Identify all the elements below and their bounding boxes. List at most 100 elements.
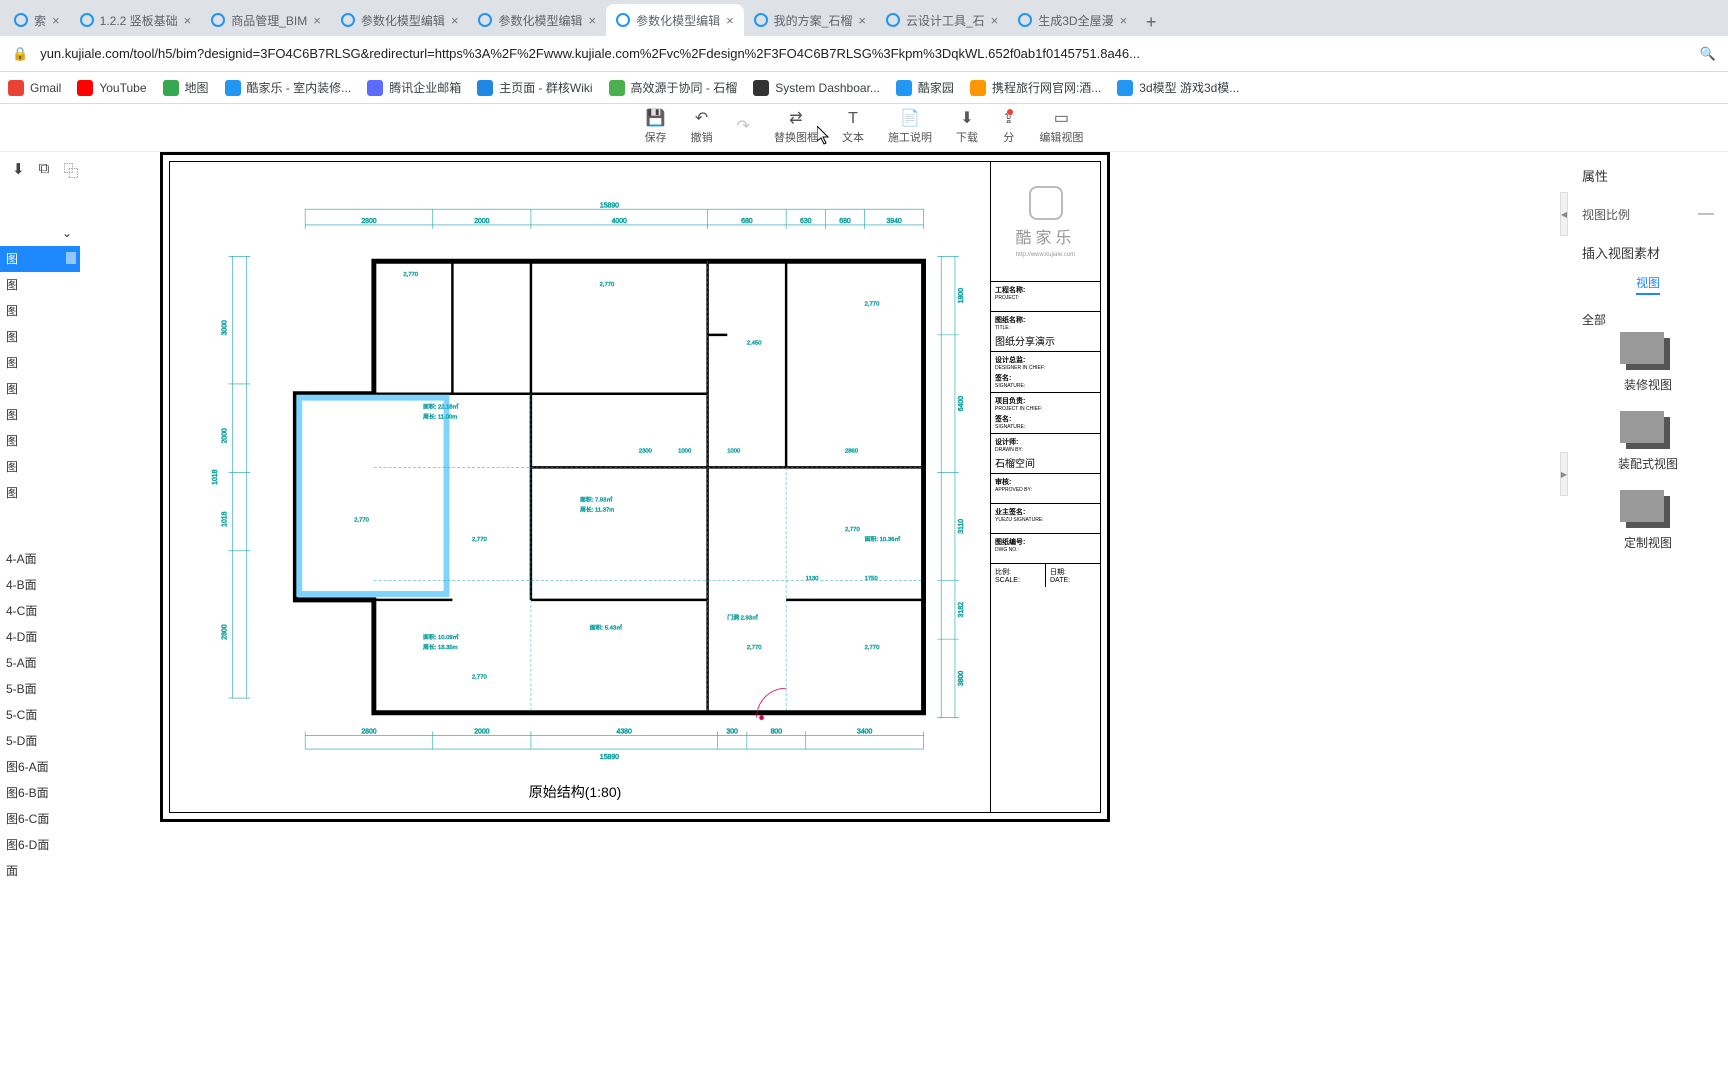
sheet-list-item[interactable]: 图 (0, 428, 80, 454)
bookmark-item[interactable]: 携程旅行网官网:酒... (970, 79, 1101, 96)
browser-tab[interactable]: 参数化模型编辑× (606, 4, 744, 36)
bookmark-item[interactable]: 酷家乐 - 室内装修... (225, 79, 352, 96)
browser-tab[interactable]: 1.2.2 竖板基础 × (70, 4, 202, 36)
bookmark-label: YouTube (99, 81, 146, 95)
close-icon[interactable]: × (991, 13, 999, 28)
close-icon[interactable]: × (451, 13, 459, 28)
svg-text:680: 680 (839, 218, 851, 225)
svg-text:1018: 1018 (212, 469, 219, 484)
toolbar-button[interactable]: 📄施工说明 (888, 111, 932, 145)
toolbar-button[interactable]: ⇪分 (1002, 111, 1015, 145)
svg-text:3940: 3940 (886, 218, 901, 225)
bookmark-item[interactable]: 酷家园 (896, 79, 954, 96)
favicon-icon (80, 13, 94, 27)
sheet-list-item[interactable]: 5-B面 (0, 676, 80, 702)
sheet-list-item[interactable]: 图 (0, 324, 80, 350)
sheet-list-item[interactable]: 图 (0, 480, 80, 506)
asset-item[interactable]: 装修视图 (1582, 338, 1714, 393)
tab-views[interactable]: 视图 (1636, 274, 1660, 295)
svg-text:3182: 3182 (958, 602, 965, 617)
minus-icon[interactable]: — (1698, 205, 1714, 223)
sheet-list-item[interactable]: 图6-B面 (0, 780, 80, 806)
bookmark-icon (1117, 80, 1133, 96)
sheet-list-item[interactable]: 4-A面 (0, 546, 80, 572)
sheet-list-item[interactable]: 图6-C面 (0, 806, 80, 832)
bookmark-label: 3d模型 游戏3d模... (1139, 79, 1239, 96)
sheet-list-item[interactable]: 面 (0, 858, 80, 884)
toolbar-button[interactable]: T文本 (842, 111, 864, 145)
browser-tab[interactable]: 商品管理_BIM× (201, 4, 331, 36)
close-icon[interactable]: × (52, 13, 60, 28)
download-icon[interactable]: ⬇ (12, 160, 25, 181)
new-tab-button[interactable]: + (1137, 8, 1165, 36)
copy-icon[interactable]: ⧉ (39, 160, 50, 181)
browser-tab[interactable]: 参数化模型编辑× (468, 4, 606, 36)
close-icon[interactable]: × (726, 13, 734, 28)
layers-icon[interactable]: ⿻ (63, 160, 78, 181)
svg-text:面积: 7.93㎡: 面积: 7.93㎡ (580, 496, 612, 504)
sheet-list-item[interactable]: 图 (0, 350, 80, 376)
bookmark-item[interactable]: Gmail (8, 80, 61, 96)
browser-tab[interactable]: 我的方案_石榴× (744, 4, 876, 36)
browser-tab[interactable]: 参数化模型编辑× (331, 4, 469, 36)
sheet-list-item[interactable]: 图 (0, 376, 80, 402)
svg-text:面积: 10.36㎡: 面积: 10.36㎡ (865, 535, 901, 543)
toolbar-button[interactable]: ▭编辑视图 (1039, 111, 1083, 145)
browser-tab[interactable]: 云设计工具_石× (876, 4, 1008, 36)
sheet-list-item[interactable]: 4-C面 (0, 598, 80, 624)
collapse-handle-2[interactable]: ▶ (1560, 452, 1568, 496)
toolbar-button[interactable]: ↷ (737, 119, 750, 137)
bookmark-item[interactable]: 3d模型 游戏3d模... (1117, 79, 1239, 96)
category-all[interactable]: 全部 (1582, 311, 1714, 328)
favicon-icon (341, 13, 355, 27)
sheet-list-item[interactable]: 4-D面 (0, 624, 80, 650)
bookmark-item[interactable]: YouTube (77, 80, 146, 96)
svg-text:面积: 5.43㎡: 面积: 5.43㎡ (590, 623, 622, 631)
close-icon[interactable]: × (184, 13, 192, 28)
svg-text:周长: 18.35m: 周长: 18.35m (423, 643, 458, 651)
bookmark-icon (970, 80, 986, 96)
bookmark-item[interactable]: 主页面 - 群核Wiki (477, 79, 592, 96)
toolbar-button[interactable]: ↶撤销 (691, 111, 713, 145)
collapse-handle[interactable]: ◀ (1560, 192, 1568, 236)
bookmark-icon (896, 80, 912, 96)
search-icon[interactable]: 🔍 (1700, 46, 1716, 62)
left-rail: ⬇ ⧉ ⿻ (12, 160, 78, 181)
sheet-list-item[interactable]: 图 (0, 246, 80, 272)
bookmark-item[interactable]: 腾讯企业邮箱 (367, 79, 461, 96)
toolbar-button[interactable]: ⬇下载 (956, 111, 978, 145)
close-icon[interactable]: × (588, 13, 596, 28)
sheet-list-item[interactable]: ⌄ (0, 220, 80, 246)
close-icon[interactable]: × (313, 13, 321, 28)
browser-tab[interactable]: 索× (4, 4, 70, 36)
asset-item[interactable]: 定制视图 (1582, 496, 1714, 551)
svg-text:2000: 2000 (474, 728, 489, 735)
sheet-list-item[interactable]: 5-A面 (0, 650, 80, 676)
close-icon[interactable]: × (1120, 13, 1128, 28)
tab-label: 1.2.2 竖板基础 (100, 12, 178, 29)
drawing-canvas[interactable]: 1589028002000400068063068039401589028002… (160, 152, 1558, 1080)
bookmark-item[interactable]: 高效源于协同 - 石榴 (609, 79, 738, 96)
svg-text:2000: 2000 (222, 428, 229, 443)
sheet-list-item[interactable]: 图 (0, 402, 80, 428)
close-icon[interactable]: × (858, 13, 866, 28)
browser-tab[interactable]: 生成3D全屋漫× (1008, 4, 1137, 36)
sheet-list-item[interactable]: 图 (0, 454, 80, 480)
bookmark-item[interactable]: 地图 (163, 79, 209, 96)
sheet-list: ⌄图图图图图图图图图图4-A面4-B面4-C面4-D面5-A面5-B面5-C面5… (0, 220, 80, 884)
sheet-list-item[interactable]: 图6-A面 (0, 754, 80, 780)
drawing-sheet: 1589028002000400068063068039401589028002… (160, 152, 1110, 822)
toolbar-button[interactable]: ⇄替换图框 (774, 111, 818, 145)
sheet-list-item[interactable]: 图 (0, 272, 80, 298)
sheet-list-item[interactable]: 5-C面 (0, 702, 80, 728)
sheet-list-item[interactable]: 5-D面 (0, 728, 80, 754)
toolbar-button[interactable]: 💾保存 (645, 111, 667, 145)
logo-name: 酷家乐 (1015, 224, 1075, 248)
bookmark-item[interactable]: System Dashboar... (753, 80, 880, 96)
url-text[interactable]: yun.kujiale.com/tool/h5/bim?designid=3FO… (40, 46, 1688, 61)
asset-item[interactable]: 装配式视图 (1582, 417, 1714, 472)
sheet-list-item[interactable]: 4-B面 (0, 572, 80, 598)
sheet-list-item[interactable]: 图 (0, 298, 80, 324)
bookmark-icon (77, 80, 93, 96)
sheet-list-item[interactable]: 图6-D面 (0, 832, 80, 858)
